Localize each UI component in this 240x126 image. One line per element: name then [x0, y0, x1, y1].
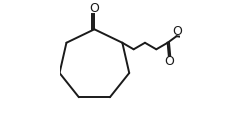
Text: O: O [165, 55, 174, 68]
Text: O: O [90, 2, 99, 15]
Text: O: O [172, 25, 182, 38]
